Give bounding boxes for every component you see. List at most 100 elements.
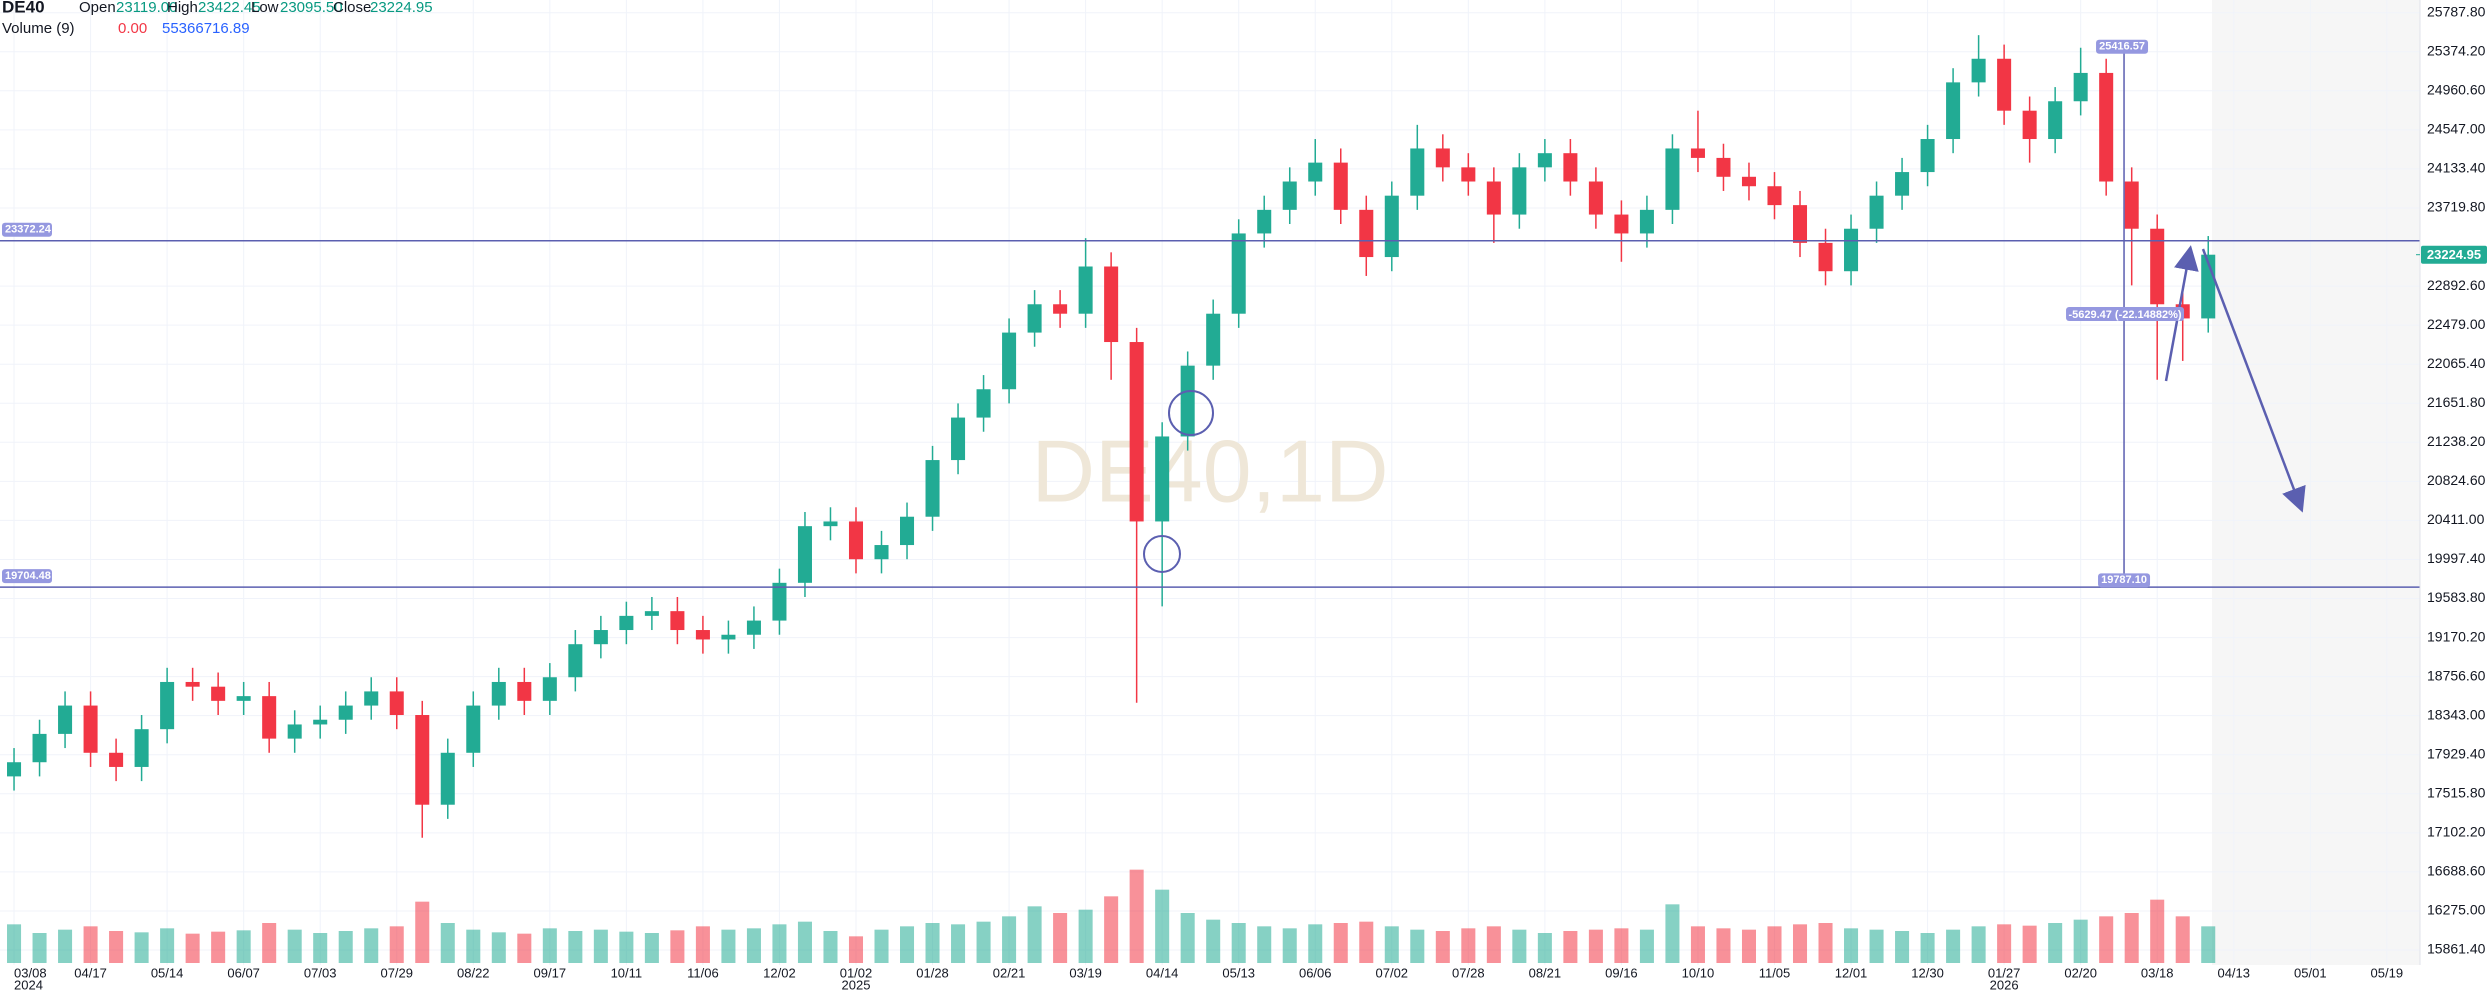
volume-bar <box>389 926 404 963</box>
candle-body <box>1435 148 1450 168</box>
volume-bar <box>1333 923 1348 963</box>
candle-body <box>1002 332 1017 390</box>
volume-bar <box>2073 919 2088 963</box>
x-tick-label: 11/05 <box>1759 965 1791 980</box>
candle-body <box>1792 205 1808 243</box>
measure-top-label: 25416.57 <box>2099 41 2145 53</box>
future-region <box>2212 0 2420 965</box>
volume-bar <box>83 926 98 963</box>
x-tick-label: 03/19 <box>1069 965 1102 980</box>
x-tick-label: 08/22 <box>457 965 490 980</box>
candle-body <box>211 686 226 701</box>
volume-bar <box>695 926 710 963</box>
candle-body <box>2124 181 2139 229</box>
x-tick-label: 05/19 <box>2371 965 2404 980</box>
candle-body <box>2099 72 2114 182</box>
volume-bar <box>236 930 251 963</box>
candle-body <box>593 630 608 645</box>
measure-text: -5629.47 (-22.14882%) <box>2068 309 2181 321</box>
volume-bar <box>746 928 761 963</box>
volume-bar <box>1639 929 1654 963</box>
volume-bar <box>670 930 685 963</box>
high-value: 23422.45 <box>198 0 261 16</box>
volume-bar <box>1512 929 1527 963</box>
candle-body <box>2048 101 2063 140</box>
volume-bar <box>1308 924 1323 963</box>
y-tick-label: 18343.00 <box>2427 706 2486 722</box>
volume-bar <box>1078 909 1093 963</box>
x-tick-label: 04/14 <box>1146 965 1179 980</box>
candle-body <box>1129 342 1144 522</box>
volume-bar <box>823 931 838 963</box>
close-value: 23224.95 <box>370 0 433 16</box>
volume-bar <box>1818 923 1833 963</box>
volume-bar <box>211 931 226 963</box>
circle-marker <box>1143 535 1181 573</box>
volume-bar <box>619 931 634 963</box>
volume-bar <box>1665 904 1680 963</box>
arrow <box>2201 248 2306 513</box>
volume-bar <box>925 923 940 963</box>
volume-bar <box>517 933 532 963</box>
candle-body <box>58 705 73 734</box>
candle-body <box>797 526 812 583</box>
candle-body <box>262 696 277 739</box>
x-tick-label: 05/13 <box>1222 965 1255 980</box>
volume-bar <box>721 929 736 963</box>
y-tick-label: 21238.20 <box>2427 433 2486 449</box>
volume-bar <box>2124 913 2139 963</box>
volume-bar <box>542 928 557 963</box>
x-tick-label: 06/07 <box>227 965 260 980</box>
x-tick-label: 01/02 <box>840 965 873 980</box>
volume-bar <box>7 924 22 963</box>
candle-body <box>1308 162 1323 182</box>
candle-body <box>517 681 532 701</box>
volume-bar <box>593 929 608 963</box>
x-tick-label: 01/28 <box>916 965 949 980</box>
grid <box>0 0 2420 965</box>
line-label: 23372.24 <box>5 224 52 236</box>
symbol: DE40 <box>2 0 45 16</box>
y-tick-label: 15861.40 <box>2427 941 2486 957</box>
volume-bar <box>1997 924 2012 963</box>
open-value: 23119.00 <box>116 0 177 16</box>
volume-bar <box>1155 889 1170 963</box>
measure-box <box>2066 307 2185 321</box>
candle-body <box>415 715 430 805</box>
y-tick-label: 17515.80 <box>2427 784 2486 800</box>
volume-bar <box>338 931 353 963</box>
x-tick-label: 12/30 <box>1911 965 1944 980</box>
volume-bar <box>440 923 455 963</box>
y-tick-label: 25787.80 <box>2427 3 2486 19</box>
volume-bar <box>1486 926 1501 963</box>
candle-body <box>1818 242 1833 272</box>
volume-bar <box>160 928 175 963</box>
y-tick-label: 22065.40 <box>2427 355 2486 371</box>
candle-body <box>364 691 379 706</box>
candle-body <box>491 681 506 706</box>
x-tick-label: 07/28 <box>1452 965 1485 980</box>
x-tick-label: 12/02 <box>763 965 796 980</box>
y-tick-label: 23719.80 <box>2427 199 2486 215</box>
y-tick-label: 16275.00 <box>2427 902 2486 918</box>
volume-bar <box>568 931 583 963</box>
candle-body <box>160 681 175 730</box>
candle-body <box>644 611 659 616</box>
volume-bar <box>415 901 430 963</box>
circle-marker <box>1168 390 1214 436</box>
x-tick-label: 05/01 <box>2294 965 2327 980</box>
y-tick-label: 19997.40 <box>2427 550 2486 566</box>
volume-bar <box>2048 923 2063 963</box>
candle-body <box>2150 228 2165 305</box>
candle-body <box>313 719 328 725</box>
candle-body <box>1512 167 1527 215</box>
y-tick-label: 22479.00 <box>2427 316 2486 332</box>
volume-bar <box>644 933 659 963</box>
x-tick-label: 07/03 <box>304 965 337 980</box>
volume-bar <box>1588 929 1603 963</box>
candle-body <box>1257 209 1272 234</box>
volume-bar <box>900 926 915 963</box>
header: DE40 Open 23119.00 High 23422.45 Low 230… <box>2 0 433 37</box>
